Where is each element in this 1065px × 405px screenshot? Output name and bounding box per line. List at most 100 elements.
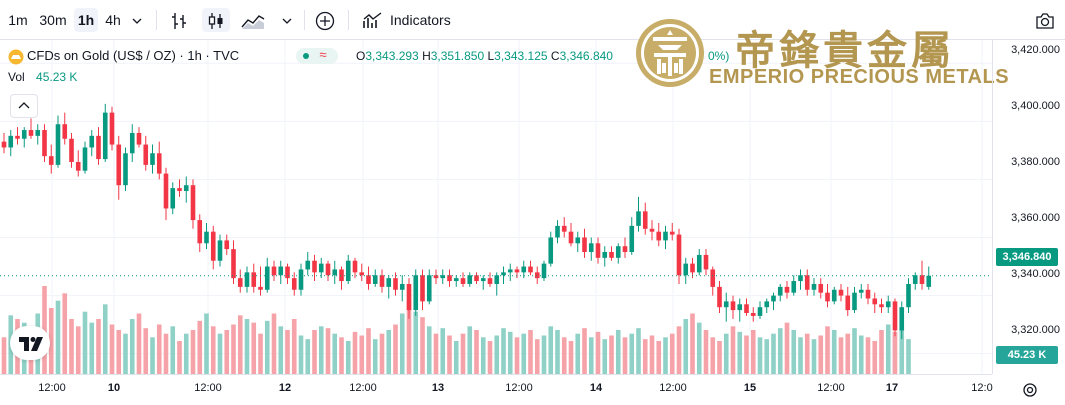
compare-symbol-button[interactable] [312,8,338,32]
candle-body [872,298,878,305]
volume-bar [865,337,871,374]
candle-body [521,266,527,273]
volume-bar [811,339,817,374]
indicators-button[interactable]: Indicators [358,8,458,32]
volume-bar [447,335,452,374]
candle-body [48,156,54,165]
gear-icon [1023,383,1037,397]
volume-bar [217,333,223,374]
candle-body [771,295,776,302]
price-axis[interactable]: 3,420.000 3,400.000 3,380.000 3,360.000 … [992,40,1065,374]
candle-body [258,286,263,290]
candle-body [42,130,47,157]
volume-bar [258,333,263,374]
volume-bar [413,311,419,374]
volume-bar [642,339,648,374]
candle-body [764,301,770,308]
volume-bar [595,331,601,374]
volume-bar [683,319,689,374]
volume-bar [332,333,338,374]
volume-bars [1,286,911,374]
bar-chart-type-button[interactable] [166,8,192,32]
volume-bar [474,330,479,374]
candle-body [285,266,290,279]
collapse-legend-button[interactable] [10,94,38,118]
market-open-dot-icon [303,53,309,59]
candles-chart-type-button[interactable] [202,8,230,32]
volume-bar [723,333,729,374]
volume-bar [575,333,581,374]
candle-body [690,263,695,273]
candle-body [683,263,689,276]
candle-body [649,228,655,232]
chart-settings-button[interactable] [1020,380,1040,400]
volume-bar [150,337,155,374]
chart-canvas[interactable] [0,40,992,374]
volume-bar [426,326,432,374]
volume-bar [764,339,770,374]
volume-bar [298,335,304,374]
toolbar-divider [304,10,305,30]
candle-body [399,283,405,290]
interval-4h-button[interactable]: 4h [105,12,121,28]
volume-bar [744,335,749,374]
symbol-title[interactable]: CFDs on Gold (US$ / OZ) · 1h · TVC [27,48,240,63]
interval-1m-button[interactable]: 1m [8,12,28,28]
candle-body [629,225,635,253]
volume-bar [163,333,169,374]
chart-type-dropdown-button[interactable] [278,8,296,32]
volume-bar [750,330,756,374]
volume-bar [521,333,527,374]
candle-body [514,269,520,273]
volume-bar [271,313,277,374]
volume-bar [555,330,560,374]
candle-body [325,263,331,276]
volume-bar [204,313,209,374]
volume-bar [629,333,635,374]
volume-bar [123,333,128,374]
tradingview-logo[interactable] [10,326,50,360]
symbol-legend: CFDs on Gold (US$ / OZ) · 1h · TVC [8,46,239,66]
candle-body [926,275,932,287]
interval-1h-button[interactable]: 1h [74,8,98,32]
volume-bar [582,328,587,374]
candle-body [143,144,149,165]
volume-bar [609,335,614,374]
volume-bar [615,330,621,374]
candle-body [460,278,466,284]
candle-body [413,275,419,311]
candle-body [123,153,128,186]
time-axis[interactable]: 12:00 10 12:00 12 12:00 13 12:00 14 12:0… [0,374,993,405]
indicators-icon [363,12,382,29]
area-chart-type-button[interactable] [238,8,268,32]
volume-bar [798,337,803,374]
candle-body [852,292,857,311]
candle-body [730,301,736,311]
candle-body [291,278,297,290]
volume-bar [548,326,554,374]
candle-body [892,301,898,331]
interval-dropdown-button[interactable] [128,8,146,32]
area-chart-icon [241,15,265,30]
volume-bar [224,330,230,374]
candle-body [170,188,176,209]
candle-body [55,124,61,165]
snapshot-button[interactable] [1032,8,1058,32]
candle-body [190,185,196,221]
volume-bar [676,326,682,374]
candle-body [75,161,81,171]
volume-bar [494,335,500,374]
logo-chinese-text: 帝鋒貴金屬 [735,27,955,74]
candle-body [919,275,925,284]
candle-body [278,266,284,276]
market-status-pill[interactable]: ≈ [296,47,338,64]
candle-body [386,278,392,287]
volume-bar [75,326,81,374]
interval-30m-button[interactable]: 30m [39,12,67,28]
volume-bar [366,328,371,374]
candle-body [426,275,432,302]
volume-bar [433,333,439,374]
candle-body [21,130,27,139]
candle-body [8,135,14,148]
chevron-up-icon [18,102,30,109]
